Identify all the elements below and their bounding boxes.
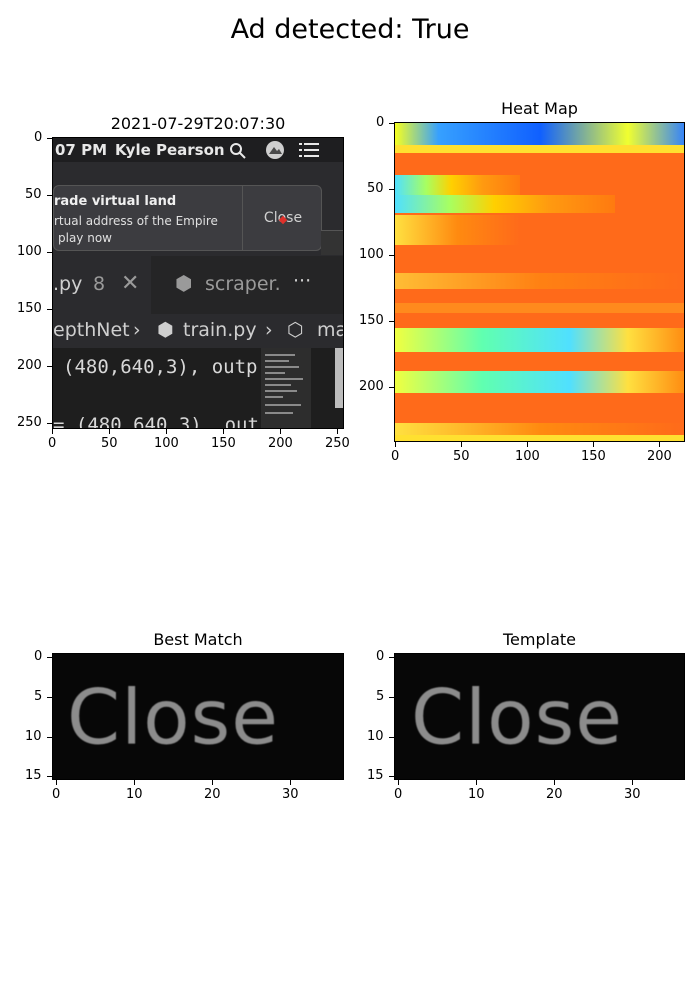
y-tick-label: 10 bbox=[25, 729, 42, 744]
y-tick-label: 5 bbox=[376, 689, 385, 704]
code-line: (480,640,3), outp bbox=[63, 356, 258, 378]
heatmap-title: Heat Map bbox=[501, 99, 578, 118]
x-tick-label: 0 bbox=[48, 436, 57, 451]
menubar-user: Kyle Pearson bbox=[115, 141, 225, 159]
x-tick-label: 20 bbox=[546, 787, 563, 802]
y-tick-label: 0 bbox=[376, 115, 385, 130]
python-icon: ⬢ bbox=[175, 271, 193, 295]
y-tick-label: 5 bbox=[34, 689, 43, 704]
x-tick-label: 0 bbox=[394, 787, 403, 802]
y-tick-label: 250 bbox=[17, 415, 42, 430]
x-tick-label: 50 bbox=[101, 436, 118, 451]
y-tick-label: 200 bbox=[359, 379, 384, 394]
breadcrumb-file[interactable]: train.py bbox=[183, 319, 257, 341]
screenshot-title: 2021-07-29T20:07:30 bbox=[110, 114, 286, 133]
x-tick-label: 0 bbox=[391, 449, 400, 464]
heatmap-image bbox=[395, 123, 684, 441]
banner-edge bbox=[321, 230, 343, 255]
editor-tab-scraper[interactable]: ⬢ scraper. ··· bbox=[153, 256, 343, 314]
search-icon bbox=[230, 143, 246, 159]
x-tick-label: 30 bbox=[624, 787, 641, 802]
x-tick-label: 10 bbox=[468, 787, 485, 802]
x-tick-label: 10 bbox=[126, 787, 143, 802]
template-text: Close bbox=[411, 672, 624, 761]
breadcrumb-symbol[interactable]: ma bbox=[317, 319, 343, 341]
figure-suptitle: Ad detected: True bbox=[230, 14, 470, 45]
x-tick-label: 100 bbox=[154, 436, 179, 451]
screenshot-axes: 07 PM Kyle Pearson rade virtual land rtu… bbox=[52, 137, 344, 429]
ad-banner: rade virtual land rtual address of the E… bbox=[53, 185, 322, 251]
y-tick-label: 100 bbox=[17, 244, 42, 259]
python-icon: ⬢ bbox=[157, 319, 174, 341]
editor-tab-active[interactable]: .py 8 ✕ bbox=[53, 256, 151, 314]
x-tick-label: 100 bbox=[515, 449, 540, 464]
avatar-icon bbox=[266, 141, 284, 159]
template-axes: Close bbox=[394, 653, 685, 780]
minimap[interactable] bbox=[261, 348, 311, 428]
chevron-right-icon: › bbox=[133, 319, 141, 341]
y-tick-label: 50 bbox=[25, 187, 42, 202]
code-line: = (480,640,3), out bbox=[53, 414, 259, 429]
x-tick-label: 0 bbox=[52, 787, 61, 802]
best-match-title: Best Match bbox=[153, 630, 243, 649]
heatmap-axes bbox=[394, 122, 685, 442]
y-tick-label: 0 bbox=[376, 649, 385, 664]
y-tick-label: 10 bbox=[367, 729, 384, 744]
tab-filename: .py bbox=[53, 273, 83, 295]
cube-icon: ⬡ bbox=[287, 319, 304, 341]
breadcrumb: epthNet › ⬢ train.py › ⬡ ma bbox=[53, 314, 343, 348]
ad-banner-line2: play now bbox=[58, 231, 112, 245]
y-tick-label: 50 bbox=[367, 181, 384, 196]
editor-tab-bar: .py 8 ✕ ⬢ scraper. ··· bbox=[53, 256, 343, 314]
best-match-text: Close bbox=[67, 672, 280, 761]
y-tick-label: 100 bbox=[359, 247, 384, 262]
x-tick-label: 200 bbox=[647, 449, 672, 464]
breadcrumb-folder[interactable]: epthNet bbox=[53, 319, 130, 341]
y-tick-label: 15 bbox=[25, 768, 42, 783]
list-menu-icon bbox=[299, 143, 319, 157]
y-tick-label: 200 bbox=[17, 358, 42, 373]
chevron-right-icon: › bbox=[265, 319, 273, 341]
y-tick-label: 0 bbox=[34, 130, 43, 145]
tab-problem-count: 8 bbox=[93, 273, 106, 295]
y-tick-label: 15 bbox=[367, 768, 384, 783]
best-match-axes: Close bbox=[52, 653, 344, 780]
screenshot-image: 07 PM Kyle Pearson rade virtual land rtu… bbox=[53, 138, 343, 428]
x-tick-label: 150 bbox=[581, 449, 606, 464]
menubar-time: 07 PM bbox=[55, 141, 108, 159]
template-image: Close bbox=[395, 654, 684, 779]
ad-banner-title: rade virtual land bbox=[54, 194, 177, 209]
x-tick-label: 250 bbox=[325, 436, 350, 451]
x-tick-label: 200 bbox=[268, 436, 293, 451]
y-tick-label: 150 bbox=[359, 313, 384, 328]
y-tick-label: 150 bbox=[17, 301, 42, 316]
tab-filename: scraper. bbox=[205, 273, 281, 295]
ad-banner-line1: rtual address of the Empire bbox=[54, 214, 218, 228]
best-match-image: Close bbox=[53, 654, 343, 779]
more-icon[interactable]: ··· bbox=[293, 270, 312, 292]
x-tick-label: 30 bbox=[282, 787, 299, 802]
template-title: Template bbox=[502, 630, 576, 649]
x-tick-label: 20 bbox=[204, 787, 221, 802]
x-tick-label: 150 bbox=[211, 436, 236, 451]
close-icon[interactable]: ✕ bbox=[121, 271, 140, 296]
y-tick-label: 0 bbox=[34, 649, 43, 664]
x-tick-label: 50 bbox=[453, 449, 470, 464]
scrollbar[interactable] bbox=[335, 348, 343, 408]
menubar: 07 PM Kyle Pearson bbox=[53, 138, 343, 162]
